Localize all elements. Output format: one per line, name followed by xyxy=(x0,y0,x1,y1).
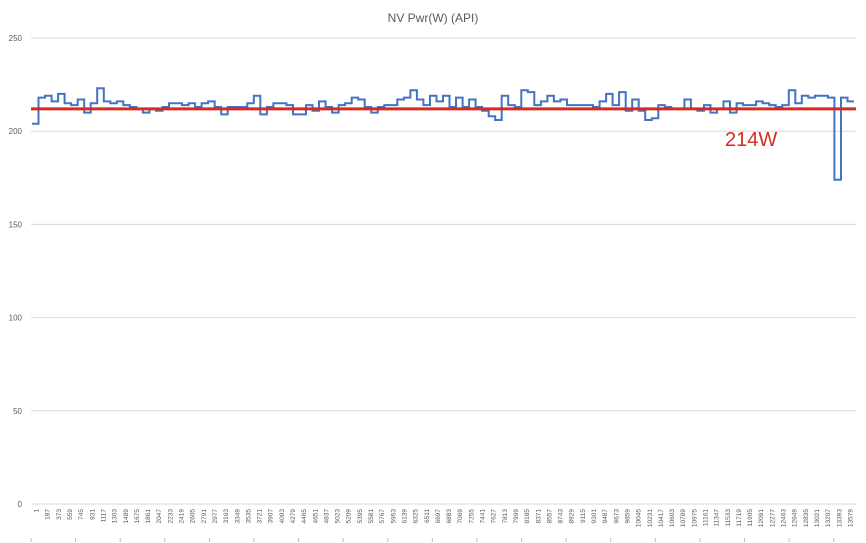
x-tick-label: 4651 xyxy=(312,509,319,524)
x-tick-label: 6325 xyxy=(413,509,420,524)
x-tick-label: 13393 xyxy=(836,509,843,527)
x-tick-label: 4837 xyxy=(323,509,330,524)
x-tick-label: 10045 xyxy=(636,509,643,527)
x-tick-label: 373 xyxy=(56,509,63,520)
x-tick-label: 5767 xyxy=(379,509,386,524)
x-tick-label: 8557 xyxy=(546,509,553,524)
x-tick-label: 11719 xyxy=(736,509,743,527)
x-axis-ticks: 1 187 373 559 745 931 1117 1303 1489 1675 1861 2047… xyxy=(30,509,854,542)
x-tick-label: 10417 xyxy=(658,509,665,527)
x-tick-label: 1861 xyxy=(145,509,152,524)
x-tick-label: 7069 xyxy=(457,509,464,524)
x-tick-label: 8371 xyxy=(535,509,542,524)
x-tick-label: 13207 xyxy=(825,509,832,527)
chart-title: NV Pwr(W) (API) xyxy=(388,11,479,25)
x-tick-label: 1117 xyxy=(100,509,107,523)
x-tick-label: 12277 xyxy=(769,509,776,527)
x-tick-label: 3721 xyxy=(257,509,264,524)
x-tick-label: 11905 xyxy=(747,509,754,527)
x-tick-label: 6511 xyxy=(424,509,431,523)
x-tick-label: 11347 xyxy=(714,509,721,527)
x-tick-label: 13579 xyxy=(847,509,854,527)
x-tick-label: 4093 xyxy=(279,509,286,524)
x-tick-label: 9301 xyxy=(591,509,598,524)
x-tick-label: 8929 xyxy=(569,509,576,524)
x-tick-label: 2977 xyxy=(212,509,219,524)
x-tick-label: 1 xyxy=(34,509,41,513)
x-tick-label: 12835 xyxy=(803,509,810,527)
x-tick-label: 9487 xyxy=(602,509,609,524)
x-tick-label: 5023 xyxy=(335,509,342,524)
x-tick-label: 8185 xyxy=(524,509,531,524)
x-tick-label: 2233 xyxy=(167,509,174,524)
x-tick-label: 559 xyxy=(67,509,74,520)
x-tick-label: 5953 xyxy=(390,509,397,524)
x-tick-label: 12091 xyxy=(758,509,765,527)
x-tick-label: 9673 xyxy=(613,509,620,524)
x-tick-label: 1675 xyxy=(134,509,141,524)
x-tick-label: 11161 xyxy=(702,509,709,526)
x-tick-label: 5395 xyxy=(357,509,364,524)
x-tick-label: 12649 xyxy=(792,509,799,527)
x-tick-label: 8743 xyxy=(558,509,565,524)
x-tick-label: 6697 xyxy=(435,509,442,524)
average-label: 214W xyxy=(725,129,777,151)
x-tick-label: 4279 xyxy=(290,509,297,524)
x-tick-label: 12463 xyxy=(781,509,788,527)
x-tick-label: 7813 xyxy=(502,509,509,524)
y-tick-label: 250 xyxy=(9,34,23,43)
x-tick-label: 2605 xyxy=(190,509,197,524)
x-tick-label: 5209 xyxy=(346,509,353,524)
x-tick-label: 2419 xyxy=(179,509,186,524)
x-tick-label: 745 xyxy=(78,509,85,520)
x-tick-label: 10231 xyxy=(647,509,654,527)
x-tick-label: 6139 xyxy=(401,509,408,524)
x-tick-label: 2047 xyxy=(156,509,163,524)
x-tick-label: 931 xyxy=(89,509,96,520)
y-tick-label: 50 xyxy=(13,407,22,416)
y-tick-label: 100 xyxy=(9,314,23,323)
x-tick-label: 10603 xyxy=(669,509,676,527)
x-tick-label: 7627 xyxy=(491,509,498,524)
x-tick-label: 3535 xyxy=(245,509,252,524)
y-tick-label: 200 xyxy=(9,127,23,136)
x-tick-label: 13021 xyxy=(814,509,821,527)
x-tick-label: 10975 xyxy=(691,509,698,527)
gridlines xyxy=(31,37,856,505)
x-tick-label: 9115 xyxy=(580,509,587,523)
x-tick-label: 7999 xyxy=(513,509,520,524)
x-tick-label: 1303 xyxy=(112,509,119,524)
x-tick-label: 10789 xyxy=(680,509,687,527)
y-tick-label: 150 xyxy=(9,220,23,229)
x-tick-label: 9859 xyxy=(624,509,631,524)
x-tick-label: 3349 xyxy=(234,509,241,524)
x-tick-label: 5581 xyxy=(368,509,375,524)
x-tick-label: 6883 xyxy=(446,509,453,524)
x-tick-label: 3907 xyxy=(268,509,275,524)
x-tick-label: 1489 xyxy=(123,509,130,524)
x-tick-label: 3163 xyxy=(223,509,230,524)
y-axis-ticks: 0 50 100 150 200 250 xyxy=(9,34,23,509)
x-tick-label: 4465 xyxy=(301,509,308,524)
x-tick-label: 11533 xyxy=(725,509,732,527)
x-tick-label: 187 xyxy=(45,509,52,520)
y-tick-label: 0 xyxy=(18,500,23,509)
x-tick-label: 7255 xyxy=(468,509,475,524)
x-tick-label: 2791 xyxy=(201,509,208,524)
x-tick-label: 7441 xyxy=(480,509,487,524)
